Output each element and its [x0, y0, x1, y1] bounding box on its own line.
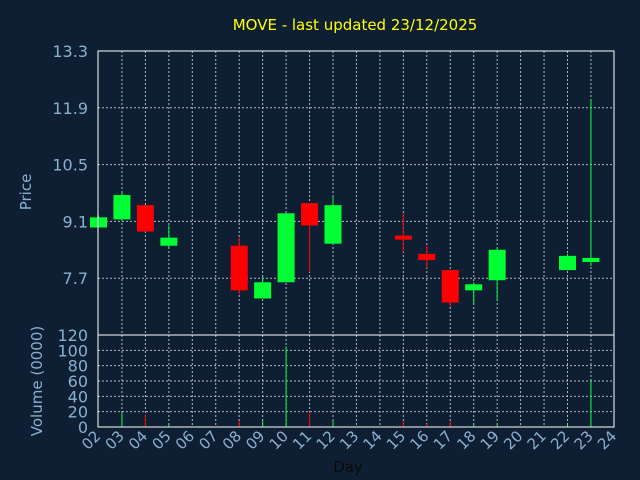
candle-body	[254, 282, 272, 299]
candle-body	[301, 203, 319, 226]
day-tick-label: 07	[195, 427, 221, 453]
day-tick-label: 13	[336, 427, 362, 453]
day-tick-label: 16	[406, 427, 432, 453]
candle-body	[488, 249, 506, 281]
candle-body	[441, 270, 459, 303]
volume-tick-label: 100	[57, 341, 88, 360]
price-tick-label: 10.5	[52, 156, 88, 175]
volume-tick-label: 60	[68, 372, 88, 391]
volume-bars	[121, 346, 592, 427]
day-tick-label: 08	[219, 427, 245, 453]
candle-body	[113, 195, 131, 220]
day-tick-label: 21	[524, 427, 550, 453]
price-tick-label: 7.7	[63, 269, 88, 288]
candle-body	[230, 245, 248, 291]
day-tick-label: 11	[289, 427, 315, 453]
price-tick-label: 11.9	[52, 99, 88, 118]
day-tick-labels: 0203040506070809101112131415161718192021…	[78, 427, 620, 453]
volume-tick-label: 120	[57, 326, 88, 345]
price-tick-label: 13.3	[52, 42, 88, 61]
candle-body	[465, 284, 483, 291]
day-tick-label: 24	[594, 427, 620, 453]
candle-body	[559, 255, 576, 271]
volume-panel-frame	[97, 334, 615, 428]
price-axis-label: Price	[17, 174, 35, 211]
day-tick-label: 05	[148, 427, 174, 453]
price-tick-label: 9.1	[63, 212, 88, 231]
candlesticks	[90, 99, 600, 307]
day-tick-label: 06	[172, 427, 198, 453]
volume-axis-label: Volume (0000)	[28, 326, 46, 436]
volume-gridlines	[98, 335, 614, 427]
day-tick-label: 15	[383, 427, 409, 453]
day-tick-label: 04	[125, 427, 151, 453]
price-tick-labels: 13.3 11.9 10.5 9.1 7.7	[52, 42, 88, 288]
x-axis-label: Day	[333, 458, 363, 476]
day-tick-label: 10	[266, 427, 292, 453]
day-tick-label: 09	[242, 427, 268, 453]
volume-tick-label: 0	[78, 418, 88, 437]
candle-body	[324, 205, 342, 244]
candle-body	[394, 235, 412, 240]
day-tick-label: 22	[547, 427, 573, 453]
day-tick-label: 17	[430, 427, 456, 453]
day-tick-label: 18	[453, 427, 479, 453]
candle-body	[418, 253, 436, 260]
candle-body	[582, 257, 600, 262]
price-gridlines	[98, 51, 614, 335]
day-tick-label: 19	[477, 427, 503, 453]
volume-tick-label: 80	[68, 357, 88, 376]
day-tick-label: 12	[313, 427, 339, 453]
candle-body	[160, 237, 178, 246]
day-tick-label: 20	[500, 427, 526, 453]
day-tick-label: 23	[571, 427, 597, 453]
chart-title: MOVE - last updated 23/12/2025	[233, 16, 478, 34]
day-tick-label: 03	[102, 427, 128, 453]
day-tick-label: 14	[359, 427, 385, 453]
volume-tick-label: 20	[68, 403, 88, 422]
candle-body	[277, 213, 295, 283]
volume-tick-label: 40	[68, 387, 88, 406]
candle-body	[136, 205, 154, 232]
